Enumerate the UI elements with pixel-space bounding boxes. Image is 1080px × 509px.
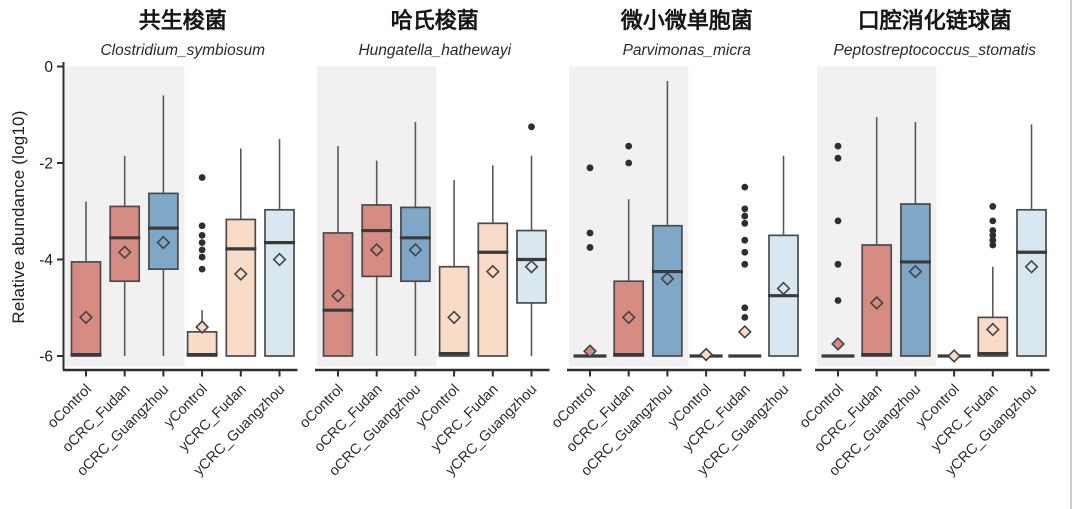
box-yCRC_Fudan	[225, 218, 257, 357]
mean-diamond	[908, 264, 923, 279]
outlier-point	[741, 304, 749, 312]
mean-diamond	[369, 242, 384, 257]
box-yCRC_Guangzhou	[264, 208, 295, 357]
mean-diamond	[947, 349, 962, 363]
box-oControl	[70, 261, 102, 357]
outlier-point	[834, 297, 842, 304]
mean-diamond	[737, 324, 752, 339]
outlier-point	[198, 231, 206, 239]
mean-diamond	[1024, 259, 1039, 274]
mean-diamond	[621, 310, 636, 325]
outlier-point	[198, 265, 206, 273]
panel-title-cn: 哈氏梭菌	[391, 8, 479, 33]
box-oCRC_Guangzhou	[900, 203, 931, 357]
x-tick-label: oCRC_Fudan	[60, 382, 134, 456]
outlier-point	[198, 253, 206, 261]
mean-diamond	[831, 337, 845, 351]
outlier-point	[741, 260, 749, 268]
outlier-point	[586, 229, 594, 237]
outlier-point	[741, 205, 749, 213]
y-axis-title: Relative abundance (log10)	[9, 110, 28, 324]
mean-diamond	[117, 245, 132, 260]
y-tick-label: 0	[44, 59, 53, 76]
box-yCRC_Guangzhou	[1016, 208, 1047, 357]
outlier-point	[741, 314, 749, 321]
mean-diamond	[272, 252, 287, 267]
panel-species-name: Clostridium_symbiosum	[100, 42, 265, 59]
panel-Parvimonas_micra: 微小微单胞菌Parvimonas_micraoControloCRC_Fudan…	[549, 8, 802, 479]
outlier-point	[741, 212, 749, 220]
outlier-point	[625, 142, 633, 150]
outlier-point	[198, 174, 206, 181]
panel-species-name: Hungatella_hathewayi	[358, 42, 511, 59]
image-right-edge-line	[1070, 0, 1072, 509]
panel-Peptostreptococcus_stomatis: 口腔消化链球菌Peptostreptococcus_stomatisoContr…	[797, 8, 1050, 479]
mean-diamond	[331, 288, 345, 303]
panel-Clostridium_symbiosum: 共生梭菌Clostridium_symbiosum0-2-4-6oControl…	[39, 8, 298, 479]
box-oCRC_Guangzhou	[652, 224, 683, 357]
mean-diamond	[79, 310, 93, 325]
outlier-point	[586, 164, 594, 172]
y-tick-label: -4	[39, 252, 53, 269]
outlier-point	[989, 236, 997, 244]
mean-diamond	[156, 235, 171, 250]
x-tick-label: oCRC_Fudan	[812, 382, 886, 456]
outlier-point	[198, 239, 206, 247]
mean-diamond	[233, 267, 248, 281]
mean-diamond	[660, 271, 675, 286]
box-yControl	[186, 331, 218, 357]
outlier-point	[834, 217, 842, 225]
outlier-point	[989, 217, 997, 225]
panel-title-cn: 口腔消化链球菌	[858, 8, 1012, 33]
x-tick-label: oCRC_Fudan	[564, 382, 638, 456]
outlier-point	[528, 123, 535, 131]
outlier-point	[989, 241, 997, 249]
mean-diamond	[699, 347, 714, 362]
panel-species-name: Parvimonas_micra	[623, 42, 752, 59]
outlier-point	[741, 183, 749, 191]
outlier-point	[834, 142, 842, 150]
box-oCRC_Fudan	[109, 205, 141, 283]
mean-diamond	[583, 344, 597, 359]
mean-diamond	[408, 242, 423, 257]
y-tick-label: -2	[39, 156, 53, 173]
panel-species-name: Peptostreptococcus_stomatis	[834, 42, 1037, 59]
outlier-point	[989, 227, 997, 234]
mean-diamond	[195, 320, 210, 334]
mean-diamond	[869, 295, 884, 310]
outlier-point	[741, 248, 749, 256]
y-tick-label: -6	[39, 349, 53, 366]
box-oCRC_Fudan	[361, 204, 393, 278]
outlier-point	[198, 246, 206, 254]
mean-diamond	[447, 310, 462, 325]
panel-title-cn: 共生梭菌	[139, 8, 227, 33]
panel-title-cn: 微小微单胞菌	[620, 8, 753, 33]
outlier-point	[741, 236, 749, 244]
box-oCRC_Guangzhou	[148, 192, 179, 271]
outlier-point	[834, 260, 842, 268]
outlier-point	[586, 244, 594, 251]
outlier-point	[625, 159, 633, 167]
box-yCRC_Fudan	[477, 222, 509, 357]
mean-diamond	[776, 281, 791, 296]
panel-Hungatella_hathewayi: 哈氏梭菌Hungatella_hathewayioControloCRC_Fud…	[297, 8, 550, 479]
x-tick-label: oCRC_Fudan	[312, 382, 386, 456]
outlier-point	[989, 203, 997, 210]
mean-diamond	[985, 322, 1000, 337]
outlier-point	[834, 154, 842, 162]
outlier-point	[198, 222, 206, 230]
mean-diamond	[485, 264, 500, 279]
outlier-point	[741, 219, 749, 227]
mean-diamond	[524, 259, 539, 274]
outlier-point	[989, 231, 997, 239]
